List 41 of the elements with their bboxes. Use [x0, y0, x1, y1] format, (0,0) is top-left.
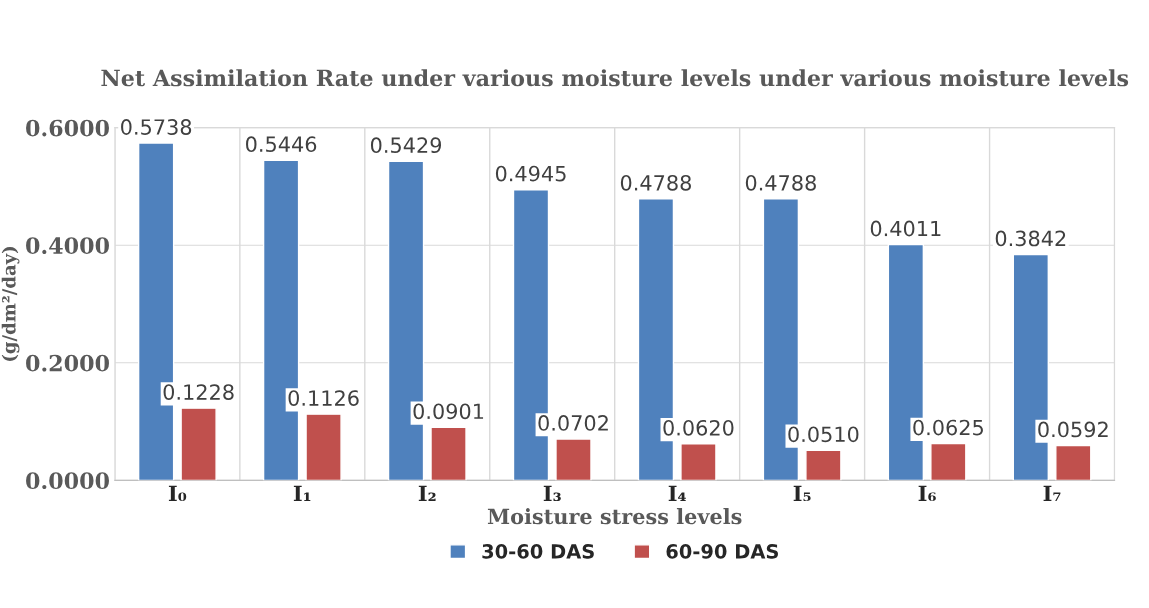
data-label: 0.0620 [663, 419, 734, 436]
bar [1055, 444, 1092, 481]
y-tick-label: 0.0000 [26, 472, 109, 490]
y-tick-label: 0.2000 [26, 354, 109, 372]
data-label: 0.4011 [870, 220, 941, 237]
data-label: 0.1228 [163, 384, 234, 400]
bar [430, 426, 467, 481]
data-label: 0.5429 [370, 137, 442, 154]
data-label: 0.5446 [246, 136, 317, 153]
legend-label: 30-60 DAS [482, 544, 594, 559]
data-label: 0.1126 [288, 390, 359, 406]
x-tick-label: I₄ [668, 485, 686, 502]
data-label: 0.4945 [495, 165, 566, 182]
bar [805, 449, 842, 481]
data-label: 0.4788 [745, 174, 816, 191]
chart-title: Net Assimilation Rate under various moisture levels under various moisture levels [101, 69, 1129, 87]
bar [305, 413, 342, 481]
data-label: 0.0702 [538, 415, 608, 431]
x-tick-label: I₆ [918, 485, 936, 502]
legend-label: 60-90 DAS [666, 544, 778, 559]
x-tick-label: I₂ [418, 485, 436, 502]
x-tick-label: I₀ [168, 485, 187, 502]
x-tick-label: I₃ [543, 485, 561, 502]
bar [555, 438, 592, 481]
x-axis-title: Moisture stress levels [487, 508, 742, 525]
data-label: 0.0901 [413, 403, 484, 420]
bar [680, 443, 717, 481]
data-label: 0.4788 [620, 174, 691, 191]
data-label: 0.5738 [121, 119, 192, 135]
data-label: 0.0592 [1038, 421, 1108, 438]
bar [180, 407, 217, 481]
x-tick-label: I₅ [793, 485, 811, 502]
data-label: 0.0510 [788, 426, 859, 443]
y-tick-label: 0.4000 [26, 237, 109, 254]
bar [930, 442, 967, 481]
data-label: 0.3842 [995, 230, 1066, 247]
x-tick-label: I₁ [293, 485, 311, 502]
y-axis-title: (g/dm²/day) [1, 247, 20, 361]
y-tick-label: 0.6000 [26, 119, 109, 137]
x-tick-label: I₇ [1043, 485, 1061, 502]
data-label: 0.0625 [913, 419, 983, 436]
